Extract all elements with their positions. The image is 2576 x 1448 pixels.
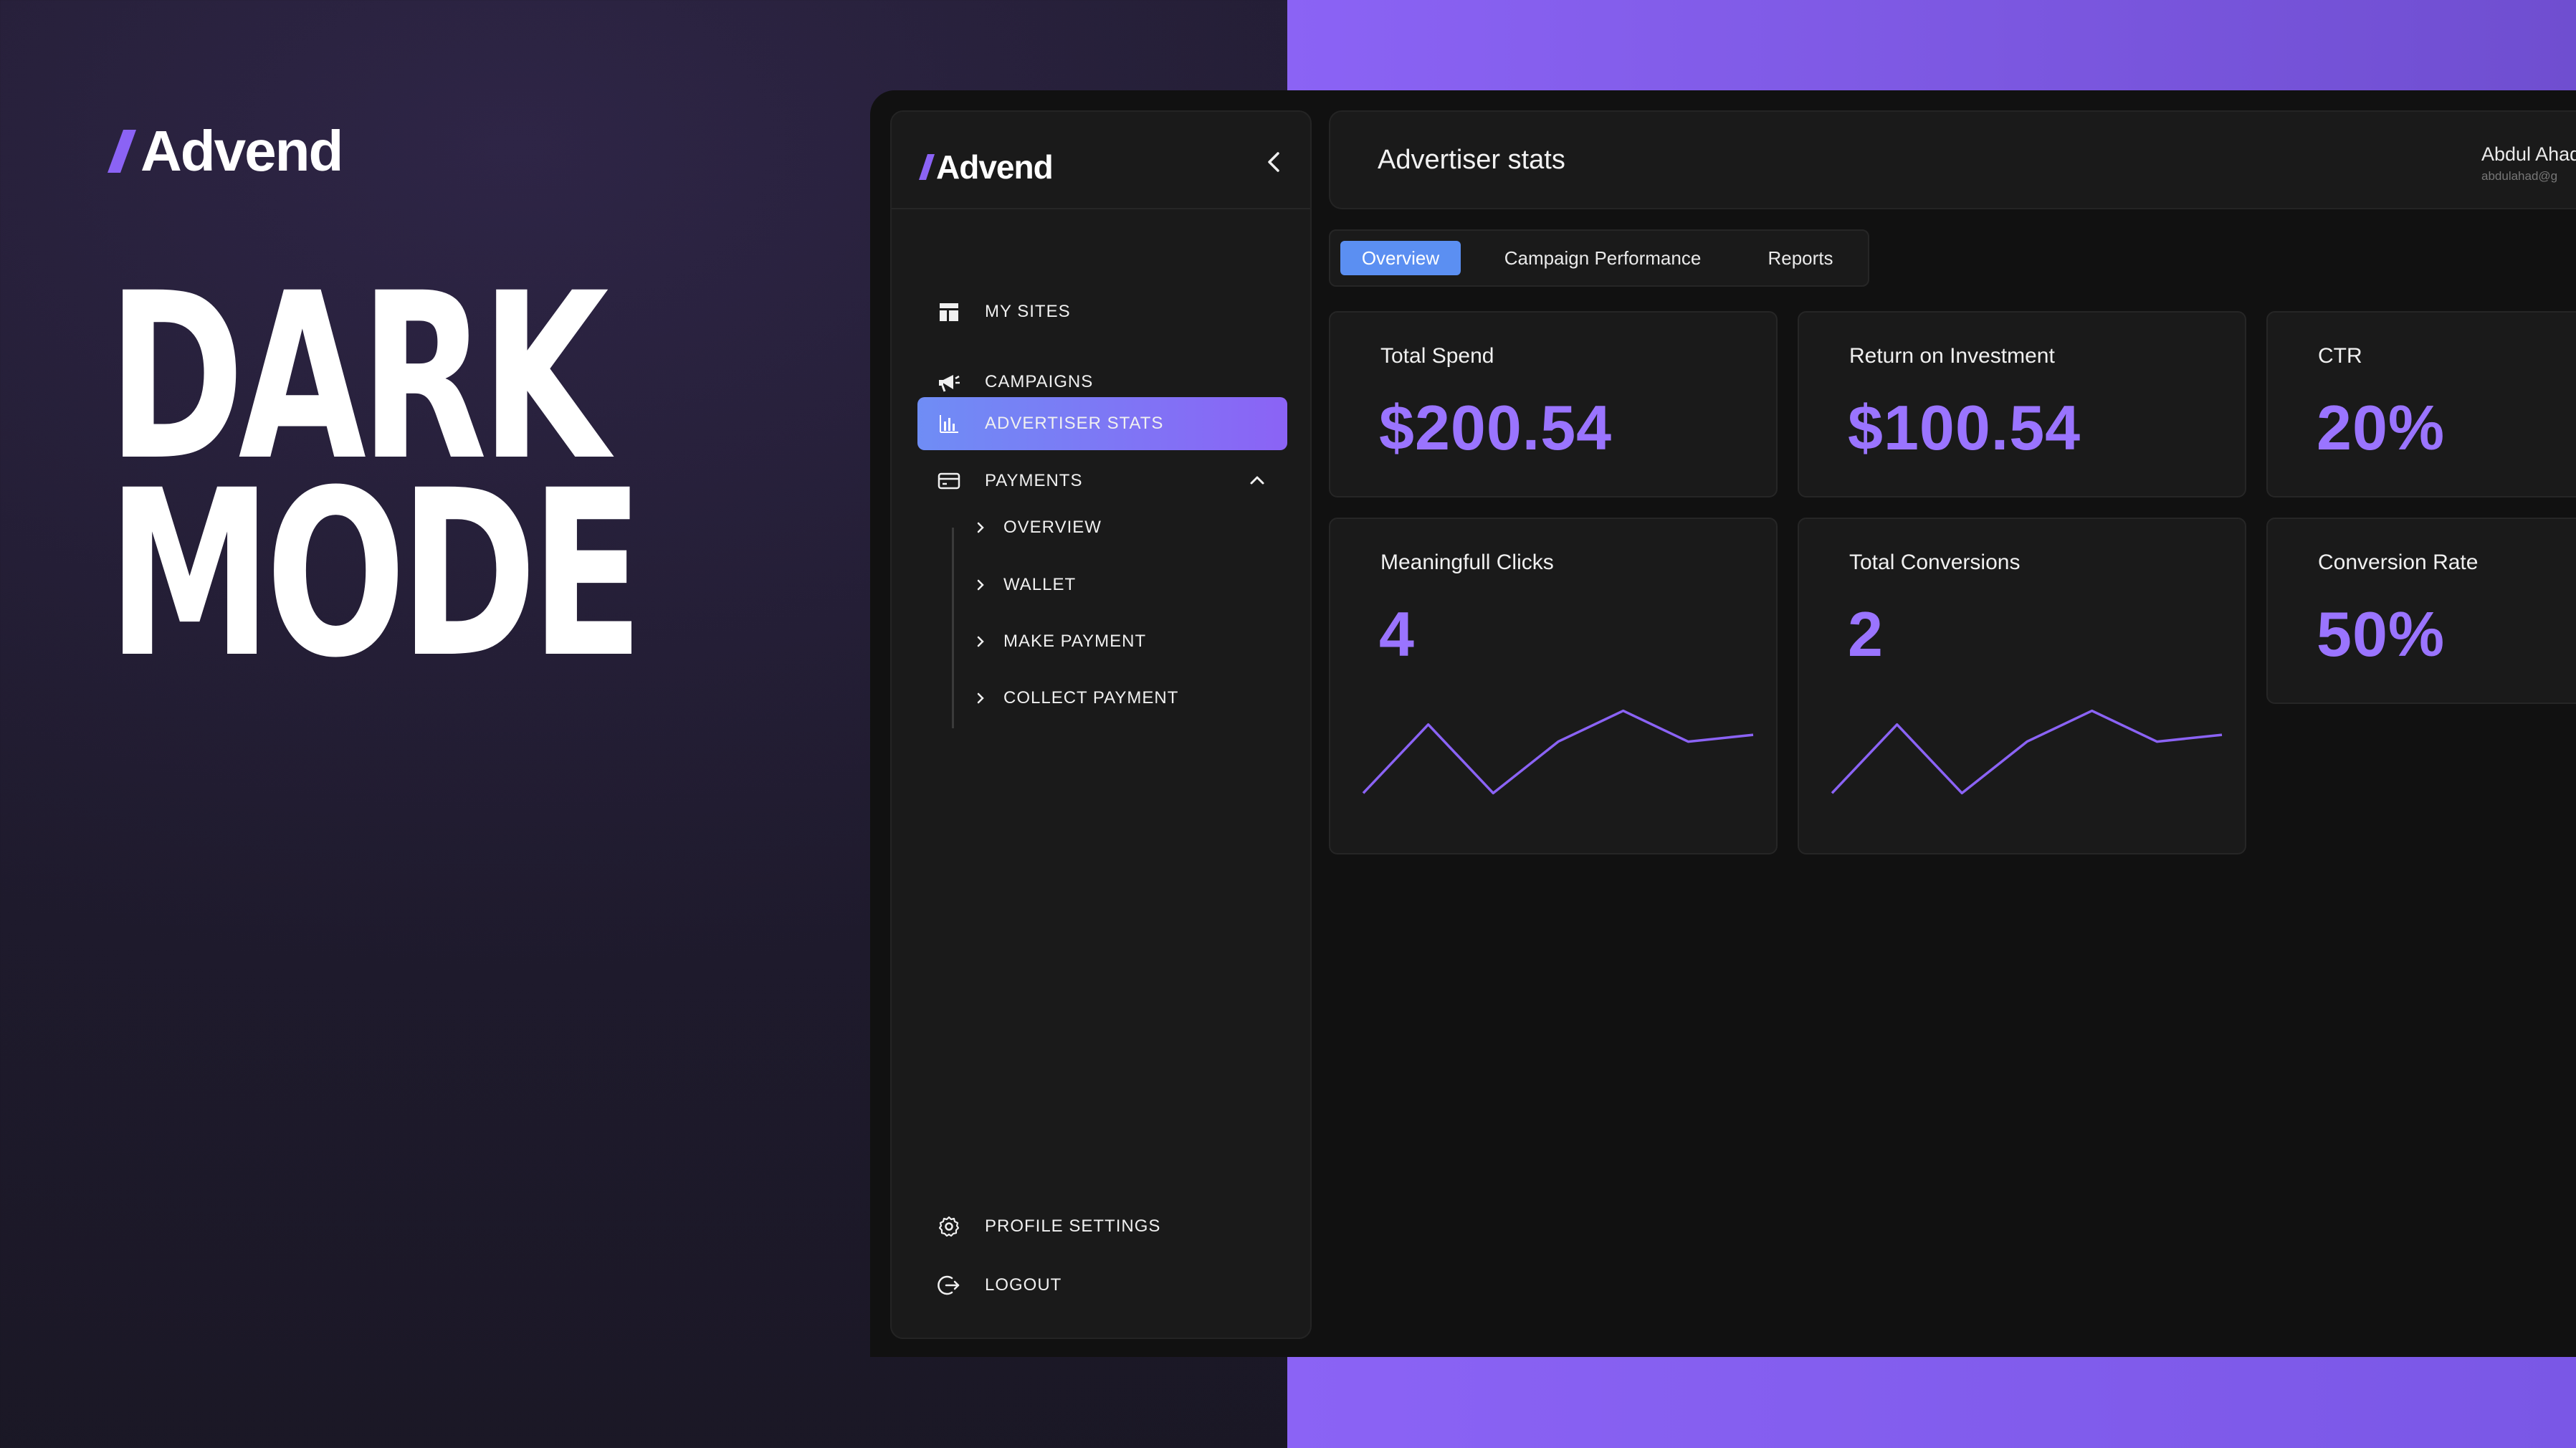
advend-logo-icon: [108, 130, 136, 173]
stat-card-total-spend: Total Spend $200.54: [1329, 311, 1778, 497]
sidebar-item-label: MY SITES: [985, 302, 1071, 321]
sidebar-subitem-make-payment[interactable]: MAKE PAYMENT: [972, 627, 1146, 656]
collapse-sidebar-icon[interactable]: [1260, 148, 1289, 176]
sparkline-series: [1831, 709, 2223, 795]
sidebar-subitem-label: MAKE PAYMENT: [1003, 632, 1147, 651]
bar-chart-icon: [936, 411, 962, 437]
layout-icon: [936, 299, 962, 325]
sparkline-series: [1362, 709, 1754, 795]
sidebar-subitem-collect-payment[interactable]: COLLECT PAYMENT: [972, 684, 1178, 713]
sidebar-logo-text: Advend: [936, 148, 1054, 186]
sidebar-item-campaigns[interactable]: CAMPAIGNS: [917, 356, 1287, 409]
promo-title: DARK MODE: [108, 244, 644, 708]
stat-label: Return on Investment: [1849, 344, 2055, 368]
sidebar-item-label: PROFILE SETTINGS: [985, 1216, 1161, 1236]
user-name[interactable]: Abdul Ahad: [2481, 143, 2576, 165]
user-email: abdulahad@g: [2481, 169, 2558, 183]
tab-campaign-performance[interactable]: Campaign Performance: [1504, 247, 1702, 269]
top-header: Advertiser stats Abdul Ahad abdulahad@g: [1329, 110, 2576, 209]
promo-logo-text: Advend: [140, 119, 343, 183]
stat-value: 20%: [2317, 392, 2446, 463]
chevron-right-icon: [977, 579, 984, 591]
sidebar-item-label: CAMPAIGNS: [985, 372, 1094, 391]
sidebar-subitem-label: OVERVIEW: [1003, 518, 1102, 537]
sparkline-chart: [1362, 709, 1754, 795]
stat-value: 50%: [2317, 599, 2446, 670]
sidebar-item-advertiser-stats[interactable]: ADVERTISER STATS: [917, 397, 1287, 450]
sidebar-subitem-label: COLLECT PAYMENT: [1003, 688, 1179, 708]
credit-card-icon: [936, 468, 962, 494]
chevron-up-icon[interactable]: [1247, 470, 1267, 490]
stat-value: $200.54: [1379, 392, 1613, 463]
stat-card-meaningful-clicks: Meaningfull Clicks 4: [1329, 518, 1778, 854]
promo-title-line1: DARK: [108, 244, 609, 511]
page-title: Advertiser stats: [1378, 145, 1565, 175]
sidebar-subitem-overview[interactable]: OVERVIEW: [972, 513, 1102, 542]
sidebar-subitem-label: WALLET: [1003, 575, 1077, 594]
tab-bar: Overview Campaign Performance Reports: [1329, 229, 1869, 287]
sidebar: Advend MY SITES CAMPAIGNS ADVERTISER STA…: [890, 110, 1312, 1339]
chevron-right-icon: [977, 692, 984, 704]
sidebar-item-label: ADVERTISER STATS: [985, 414, 1164, 433]
advend-logo-icon: [919, 154, 935, 180]
tab-reports[interactable]: Reports: [1768, 247, 1833, 269]
stat-card-ctr: CTR 20%: [2266, 311, 2576, 497]
sidebar-item-payments[interactable]: PAYMENTS: [917, 454, 1287, 508]
promo-title-line2: MODE: [108, 442, 644, 708]
stat-card-conversion-rate: Conversion Rate 50%: [2266, 518, 2576, 704]
stat-label: Total Spend: [1380, 344, 1494, 368]
chevron-right-icon: [977, 522, 984, 533]
accent-band-bottom: [1287, 1357, 2576, 1448]
stat-value: 2: [1848, 599, 1884, 670]
chevron-right-icon: [977, 636, 984, 647]
stat-label: Total Conversions: [1849, 551, 2021, 574]
tab-overview[interactable]: Overview: [1340, 241, 1461, 275]
stat-card-total-conversions: Total Conversions 2: [1798, 518, 2246, 854]
stat-card-roi: Return on Investment $100.54: [1798, 311, 2246, 497]
submenu-guide-line: [952, 528, 954, 728]
sidebar-item-my-sites[interactable]: MY SITES: [917, 285, 1287, 338]
megaphone-icon: [936, 369, 962, 395]
sidebar-item-label: LOGOUT: [985, 1275, 1062, 1295]
stat-label: Conversion Rate: [2318, 551, 2479, 574]
sidebar-subitem-wallet[interactable]: WALLET: [972, 571, 1076, 599]
stat-label: Meaningfull Clicks: [1380, 551, 1554, 574]
accent-band-top: [1287, 0, 2576, 90]
sidebar-logo[interactable]: Advend: [919, 148, 1054, 186]
sidebar-header: Advend: [892, 112, 1310, 209]
stat-value: $100.54: [1848, 392, 2081, 463]
sidebar-item-profile-settings[interactable]: PROFILE SETTINGS: [917, 1200, 1287, 1253]
stat-value: 4: [1379, 599, 1415, 670]
stat-label: CTR: [2318, 344, 2362, 368]
gear-icon: [936, 1214, 962, 1239]
sparkline-chart: [1831, 709, 2223, 795]
sidebar-item-logout[interactable]: LOGOUT: [917, 1259, 1287, 1312]
promo-logo: Advend: [108, 118, 343, 184]
logout-icon: [936, 1272, 962, 1298]
sidebar-item-label: PAYMENTS: [985, 471, 1083, 490]
